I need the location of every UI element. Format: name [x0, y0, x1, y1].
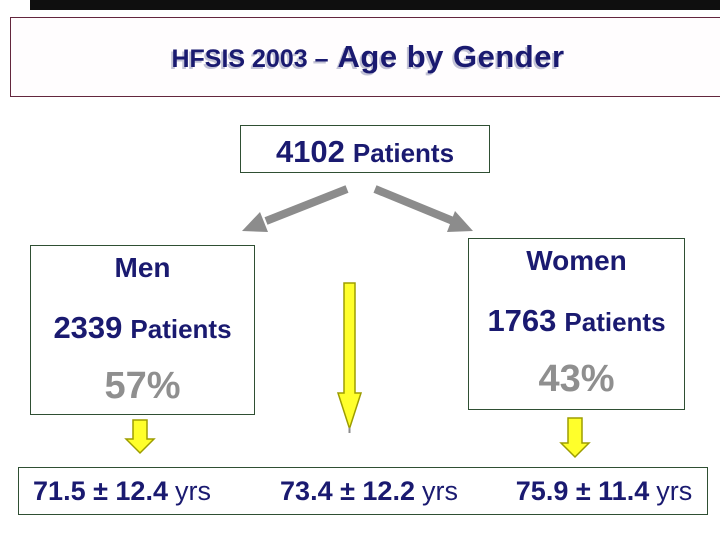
down-arrow-center-icon [336, 282, 363, 433]
men-patients-number: 2339 [53, 310, 123, 345]
title-prefix: HFSIS 2003 – [171, 45, 329, 73]
age-stat-men-value: 71.5 ± 12.4 [33, 475, 168, 506]
age-stats-box: 71.5 ± 12.4 yrs 73.4 ± 12.2 yrs 75.9 ± 1… [18, 467, 708, 515]
age-stat-overall-value: 73.4 ± 12.2 [280, 475, 415, 506]
age-stat-overall-unit: yrs [421, 475, 458, 506]
men-patients: 2339 Patients [53, 310, 231, 347]
men-label: Men [114, 252, 171, 283]
age-stat-women: 75.9 ± 11.4 yrs [516, 468, 692, 514]
split-arrow-right-icon [373, 185, 473, 232]
women-patients-number: 1763 [487, 303, 557, 338]
title-box: HFSIS 2003 – Age by Gender [10, 17, 720, 97]
page-title: HFSIS 2003 – Age by Gender [171, 39, 564, 75]
total-patients-number: 4102 [275, 134, 345, 169]
men-percent: 57% [104, 365, 181, 407]
age-stat-men-unit: yrs [174, 475, 211, 506]
down-arrow-women-icon [559, 417, 591, 459]
age-stat-women-unit: yrs [656, 475, 693, 506]
total-patients-unit: Patients [352, 138, 455, 168]
down-arrow-men-icon [124, 419, 156, 455]
total-patients-box: 4102 Patients [240, 125, 490, 173]
women-patients: 1763 Patients [487, 303, 665, 340]
women-patients-unit: Patients [564, 307, 666, 337]
top-edge-bar [30, 0, 720, 10]
men-box: Men 2339 Patients 57% [30, 245, 255, 415]
age-stat-overall: 73.4 ± 12.2 yrs [280, 468, 458, 514]
split-arrow-left-icon [242, 185, 349, 232]
men-patients-unit: Patients [130, 314, 232, 344]
women-percent: 43% [538, 358, 615, 400]
age-stat-women-value: 75.9 ± 11.4 [515, 475, 650, 506]
women-box: Women 1763 Patients 43% [468, 238, 685, 410]
women-label: Women [526, 245, 627, 276]
age-stat-men: 71.5 ± 12.4 yrs [33, 468, 211, 514]
title-main: Age by Gender [337, 39, 565, 74]
